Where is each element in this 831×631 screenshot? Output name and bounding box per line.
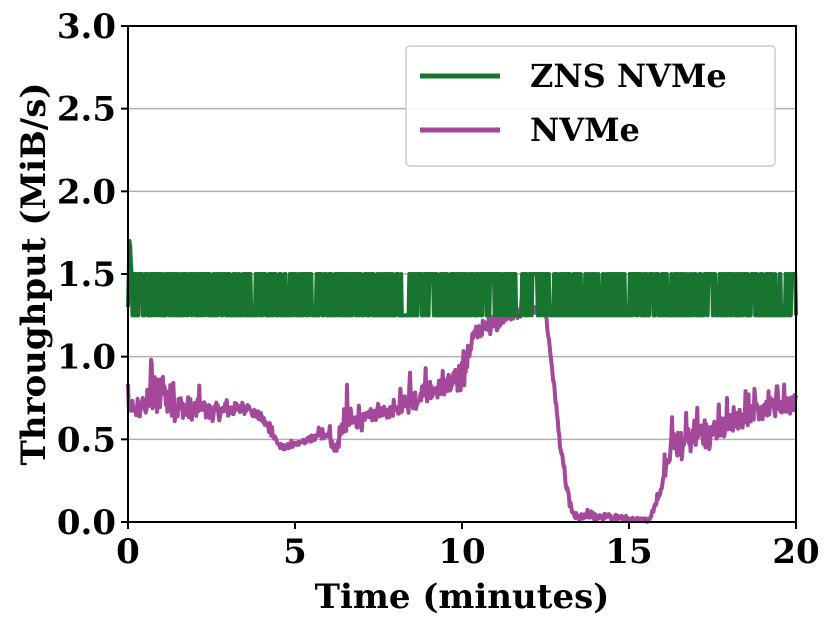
series-line-zns-nvme [126, 238, 798, 318]
legend-label-nvme: NVMe [530, 111, 640, 149]
x-tick-label: 20 [772, 532, 819, 572]
axis-ticks: 0.0 0.5 1.0 1.5 2.0 2.5 3.0 0 5 10 15 20 [57, 7, 820, 572]
y-tick-label: 3.0 [57, 7, 116, 47]
y-tick-label: 2.0 [57, 172, 116, 212]
y-tick-label: 1.5 [57, 255, 116, 295]
y-tick-label: 1.0 [57, 338, 116, 378]
y-tick-label: 2.5 [57, 90, 116, 130]
y-tick-label: 0.5 [57, 420, 116, 460]
x-tick-label: 5 [283, 532, 307, 572]
series-layer [126, 238, 798, 524]
y-tick-label: 0.0 [57, 503, 116, 543]
x-tick-label: 15 [605, 532, 652, 572]
x-tick-label: 0 [116, 532, 140, 572]
x-axis-label: Time (minutes) [315, 577, 610, 617]
legend: ZNS NVMe NVMe [405, 45, 776, 167]
legend-label-zns-nvme: ZNS NVMe [530, 57, 727, 95]
series-line-nvme [126, 298, 798, 524]
x-tick-label: 10 [438, 532, 485, 572]
y-axis-label: Throughput (MiB/s) [14, 83, 54, 466]
